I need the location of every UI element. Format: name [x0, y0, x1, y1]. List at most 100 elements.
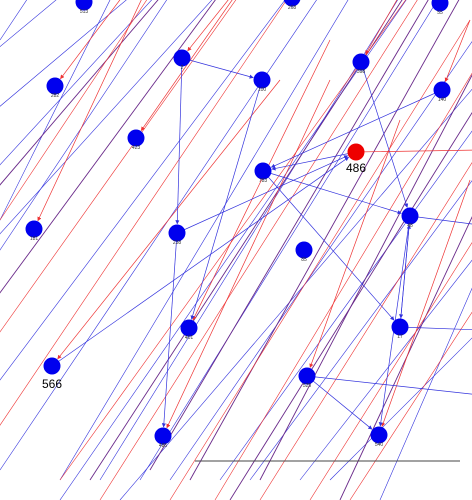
graph-node-55[interactable]: 55: [431, 0, 449, 16]
edge-line: [355, 149, 472, 153]
edge-line: [0, 0, 153, 166]
edge-arrow: [175, 57, 183, 225]
graph-node-268[interactable]: 268: [283, 0, 301, 11]
node-circle[interactable]: [253, 71, 271, 89]
edge-line: [299, 259, 472, 481]
edge-arrow: [60, 0, 121, 80]
edge-line: [409, 215, 472, 225]
node-layer: 513 268 55 282 2 100 398 140 423 486 783 181 238 85 48…: [25, 0, 451, 450]
graph-node-486[interactable]: 486: [346, 143, 366, 176]
edge-line: [379, 287, 472, 500]
edge-line: [0, 0, 213, 235]
node-circle[interactable]: [43, 357, 61, 375]
node-circle[interactable]: [370, 426, 388, 444]
node-label: 401: [185, 335, 194, 341]
node-circle[interactable]: [433, 81, 451, 99]
edge-line: [0, 0, 148, 221]
node-label: 783: [259, 178, 268, 184]
edge-arrow: [360, 61, 409, 208]
node-circle[interactable]: [46, 77, 64, 95]
edge-line: [329, 337, 472, 481]
node-circle[interactable]: [295, 241, 313, 259]
edge-line: [0, 0, 216, 294]
edge-line: [249, 180, 472, 481]
graph-node-2[interactable]: 2: [173, 49, 191, 72]
edge-line: [119, 88, 472, 500]
edge-arrow: [176, 155, 349, 234]
node-label: 48: [407, 223, 413, 229]
edge-line: [0, 0, 28, 41]
node-circle[interactable]: [391, 318, 409, 336]
graph-node-181[interactable]: 181: [25, 220, 43, 243]
node-label: 398: [357, 69, 366, 75]
edge-line: [259, 74, 472, 481]
graph-node-525[interactable]: 525: [298, 367, 316, 390]
graph-node-140[interactable]: 140: [433, 81, 451, 104]
node-circle[interactable]: [168, 224, 186, 242]
node-label: 2: [181, 65, 184, 71]
edge-arrow: [37, 0, 142, 222]
edge-arrow: [187, 0, 229, 52]
node-circle[interactable]: [431, 0, 449, 12]
edge-arrow: [57, 79, 281, 360]
graph-node-282[interactable]: 282: [46, 77, 64, 100]
node-label: 513: [80, 9, 89, 15]
edge-arrow: [309, 119, 401, 368]
graph-node-783[interactable]: 783: [254, 162, 272, 185]
edge-line: [306, 375, 472, 395]
node-circle[interactable]: [154, 427, 172, 445]
edge-line: [0, 0, 127, 107]
graph-node-100[interactable]: 100: [253, 71, 271, 94]
graph-node-566[interactable]: 566: [42, 357, 62, 392]
edge-line: [139, 0, 438, 481]
node-circle[interactable]: [352, 53, 370, 71]
edge-line: [0, 0, 57, 48]
edge-arrow: [270, 89, 443, 168]
edge-line: [59, 0, 349, 481]
graph-node-238[interactable]: 238: [168, 224, 186, 247]
graph-node-48[interactable]: 48: [401, 207, 419, 230]
graph-node-401[interactable]: 401: [180, 319, 198, 342]
edge-arrow: [51, 156, 349, 367]
edge-line: [0, 0, 286, 381]
node-circle[interactable]: [283, 0, 301, 7]
node-label: 566: [42, 377, 62, 391]
node-circle[interactable]: [25, 220, 43, 238]
edge-line: [189, 0, 460, 481]
node-circle[interactable]: [254, 162, 272, 180]
node-label: 100: [258, 87, 267, 93]
node-circle[interactable]: [347, 143, 365, 161]
graph-node-398[interactable]: 398: [352, 53, 370, 76]
edge-arrow: [306, 375, 373, 430]
node-label: 540: [375, 442, 384, 448]
graph-node-17[interactable]: 17: [391, 318, 409, 341]
graph-node-485[interactable]: 485: [154, 427, 172, 450]
edge-line: [399, 326, 472, 331]
edge-line: [309, 242, 472, 500]
graph-node-513[interactable]: 513: [75, 0, 93, 15]
graph-node-423[interactable]: 423: [127, 129, 145, 152]
node-label: 525: [303, 383, 312, 389]
node-circle[interactable]: [173, 49, 191, 67]
node-circle[interactable]: [180, 319, 198, 337]
node-circle[interactable]: [75, 0, 93, 11]
node-label: 423: [132, 145, 141, 151]
edge-line: [99, 0, 418, 500]
node-circle[interactable]: [298, 367, 316, 385]
edge-arrow: [166, 79, 331, 429]
edge-line: [149, 0, 429, 471]
edge-line: [0, 0, 237, 333]
edge-line: [0, 0, 168, 251]
graph-node-85[interactable]: 85: [295, 241, 313, 264]
node-label: 55: [437, 10, 443, 16]
edge-arrow: [181, 57, 254, 79]
node-label: 268: [288, 5, 297, 11]
graph-node-540[interactable]: 540: [370, 426, 388, 449]
edge-arrow: [161, 232, 178, 428]
node-circle[interactable]: [127, 129, 145, 147]
node-circle[interactable]: [401, 207, 419, 225]
node-label: 485: [159, 443, 168, 449]
edge-line: [169, 41, 472, 481]
